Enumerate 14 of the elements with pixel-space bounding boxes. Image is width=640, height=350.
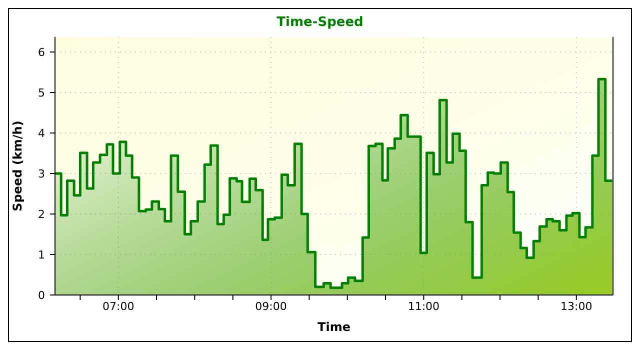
y-tick-label: 5 bbox=[38, 86, 45, 100]
y-tick-label: 4 bbox=[38, 126, 45, 140]
x-tick-label: 13:00 bbox=[560, 300, 592, 313]
x-axis-title: Time bbox=[318, 320, 350, 334]
y-tick-label: 0 bbox=[38, 289, 45, 302]
y-tick-label: 2 bbox=[38, 208, 45, 221]
y-axis-title: Speed (km/h) bbox=[10, 120, 24, 212]
y-tick-label: 3 bbox=[38, 167, 45, 180]
y-tick-label: 6 bbox=[38, 46, 45, 59]
x-tick-label: 07:00 bbox=[102, 300, 134, 313]
x-tick-label: 09:00 bbox=[255, 300, 287, 313]
y-tick-label: 1 bbox=[38, 248, 45, 262]
x-tick-label: 11:00 bbox=[408, 300, 440, 313]
chart-title: Time-Speed bbox=[276, 14, 364, 32]
